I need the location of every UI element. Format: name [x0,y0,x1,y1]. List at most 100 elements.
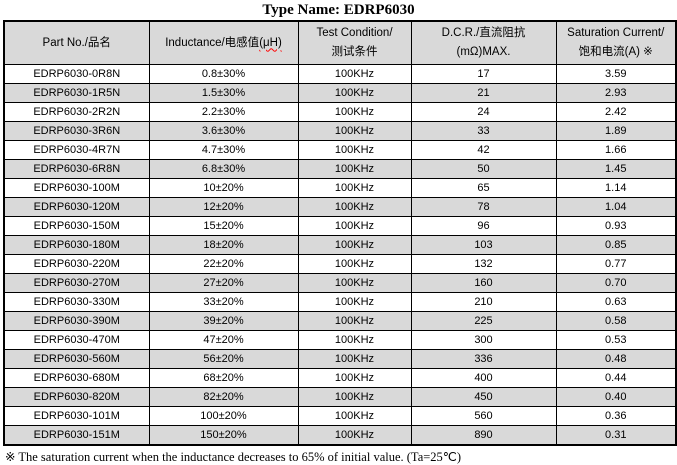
cell-part-no: EDRP6030-0R8N [3,64,150,84]
table-row: EDRP6030-1R5N 1.5±30% 100KHz 21 2.93 [3,83,677,103]
cell-dcr: 24 [410,102,557,122]
cell-test-condition: 100KHz [297,102,412,122]
cell-dcr: 450 [410,387,557,407]
cell-inductance: 56±20% [148,349,299,369]
footnote: ※ The saturation current when the induct… [5,450,461,464]
cell-saturation-current: 3.59 [555,64,677,84]
cell-saturation-current: 1.89 [555,121,677,141]
cell-dcr: 225 [410,311,557,331]
cell-inductance: 6.8±30% [148,159,299,179]
cell-saturation-current: 1.14 [555,178,677,198]
cell-part-no: EDRP6030-330M [3,292,150,312]
cell-part-no: EDRP6030-680M [3,368,150,388]
cell-saturation-current: 0.48 [555,349,677,369]
cell-test-condition: 100KHz [297,254,412,274]
cell-saturation-current: 1.45 [555,159,677,179]
table-row: EDRP6030-101M 100±20% 100KHz 560 0.36 [3,406,677,426]
table-row: EDRP6030-4R7N 4.7±30% 100KHz 42 1.66 [3,140,677,160]
cell-saturation-current: 0.93 [555,216,677,236]
table-row: EDRP6030-390M 39±20% 100KHz 225 0.58 [3,311,677,331]
cell-part-no: EDRP6030-220M [3,254,150,274]
table-row: EDRP6030-100M 10±20% 100KHz 65 1.14 [3,178,677,198]
cell-inductance: 1.5±30% [148,83,299,103]
cell-inductance: 33±20% [148,292,299,312]
cell-test-condition: 100KHz [297,311,412,331]
table-row: EDRP6030-470M 47±20% 100KHz 300 0.53 [3,330,677,350]
cell-test-condition: 100KHz [297,159,412,179]
header-dcr: D.C.R./直流阻抗 (mΩ)MAX. [410,20,557,65]
cell-saturation-current: 0.44 [555,368,677,388]
cell-test-condition: 100KHz [297,406,412,426]
cell-inductance: 0.8±30% [148,64,299,84]
cell-part-no: EDRP6030-101M [3,406,150,426]
cell-inductance: 22±20% [148,254,299,274]
cell-part-no: EDRP6030-560M [3,349,150,369]
table-row: EDRP6030-270M 27±20% 100KHz 160 0.70 [3,273,677,293]
cell-saturation-current: 0.77 [555,254,677,274]
cell-inductance: 68±20% [148,368,299,388]
cell-saturation-current: 1.66 [555,140,677,160]
cell-saturation-current: 0.58 [555,311,677,331]
cell-dcr: 300 [410,330,557,350]
cell-dcr: 17 [410,64,557,84]
cell-part-no: EDRP6030-1R5N [3,83,150,103]
cell-inductance: 2.2±30% [148,102,299,122]
header-inductance-label: Inductance/电感值 [165,36,260,49]
cell-test-condition: 100KHz [297,197,412,217]
cell-saturation-current: 0.31 [555,425,677,446]
cell-inductance: 47±20% [148,330,299,350]
cell-part-no: EDRP6030-820M [3,387,150,407]
header-test-condition: Test Condition/ 测试条件 [297,20,412,65]
cell-dcr: 336 [410,349,557,369]
cell-dcr: 21 [410,83,557,103]
header-saturation-line2: 饱和电流(A) ※ [578,46,653,58]
cell-dcr: 42 [410,140,557,160]
cell-test-condition: 100KHz [297,216,412,236]
cell-test-condition: 100KHz [297,178,412,198]
cell-part-no: EDRP6030-390M [3,311,150,331]
cell-inductance: 82±20% [148,387,299,407]
table-row: EDRP6030-151M 150±20% 100KHz 890 0.31 [3,425,677,446]
cell-saturation-current: 0.63 [555,292,677,312]
table-row: EDRP6030-680M 68±20% 100KHz 400 0.44 [3,368,677,388]
cell-inductance: 27±20% [148,273,299,293]
header-dcr-line2: (mΩ)MAX. [456,46,511,58]
header-saturation-current: Saturation Current/ 饱和电流(A) ※ [555,20,677,65]
table-row: EDRP6030-180M 18±20% 100KHz 103 0.85 [3,235,677,255]
cell-dcr: 103 [410,235,557,255]
cell-saturation-current: 0.36 [555,406,677,426]
header-test-condition-line1: Test Condition/ [316,27,393,39]
cell-test-condition: 100KHz [297,273,412,293]
cell-part-no: EDRP6030-151M [3,425,150,446]
cell-test-condition: 100KHz [297,235,412,255]
cell-dcr: 33 [410,121,557,141]
cell-dcr: 400 [410,368,557,388]
cell-test-condition: 100KHz [297,83,412,103]
header-dcr-line1: D.C.R./直流阻抗 [441,27,526,39]
header-part-no: Part No./品名 [3,20,150,65]
cell-part-no: EDRP6030-270M [3,273,150,293]
cell-saturation-current: 0.40 [555,387,677,407]
cell-dcr: 78 [410,197,557,217]
cell-part-no: EDRP6030-3R6N [3,121,150,141]
table-row: EDRP6030-330M 33±20% 100KHz 210 0.63 [3,292,677,312]
table-row: EDRP6030-6R8N 6.8±30% 100KHz 50 1.45 [3,159,677,179]
cell-part-no: EDRP6030-180M [3,235,150,255]
header-saturation-line1: Saturation Current/ [567,27,665,39]
cell-inductance: 18±20% [148,235,299,255]
cell-test-condition: 100KHz [297,64,412,84]
spec-table: Part No./品名 Inductance/电感值(μH) Test Cond… [3,20,677,446]
cell-dcr: 65 [410,178,557,198]
cell-dcr: 560 [410,406,557,426]
cell-dcr: 96 [410,216,557,236]
cell-saturation-current: 1.04 [555,197,677,217]
cell-dcr: 890 [410,425,557,446]
page-title: Type Name: EDRP6030 [262,2,415,18]
cell-part-no: EDRP6030-120M [3,197,150,217]
cell-test-condition: 100KHz [297,330,412,350]
cell-saturation-current: 2.42 [555,102,677,122]
cell-inductance: 15±20% [148,216,299,236]
cell-dcr: 50 [410,159,557,179]
cell-part-no: EDRP6030-100M [3,178,150,198]
